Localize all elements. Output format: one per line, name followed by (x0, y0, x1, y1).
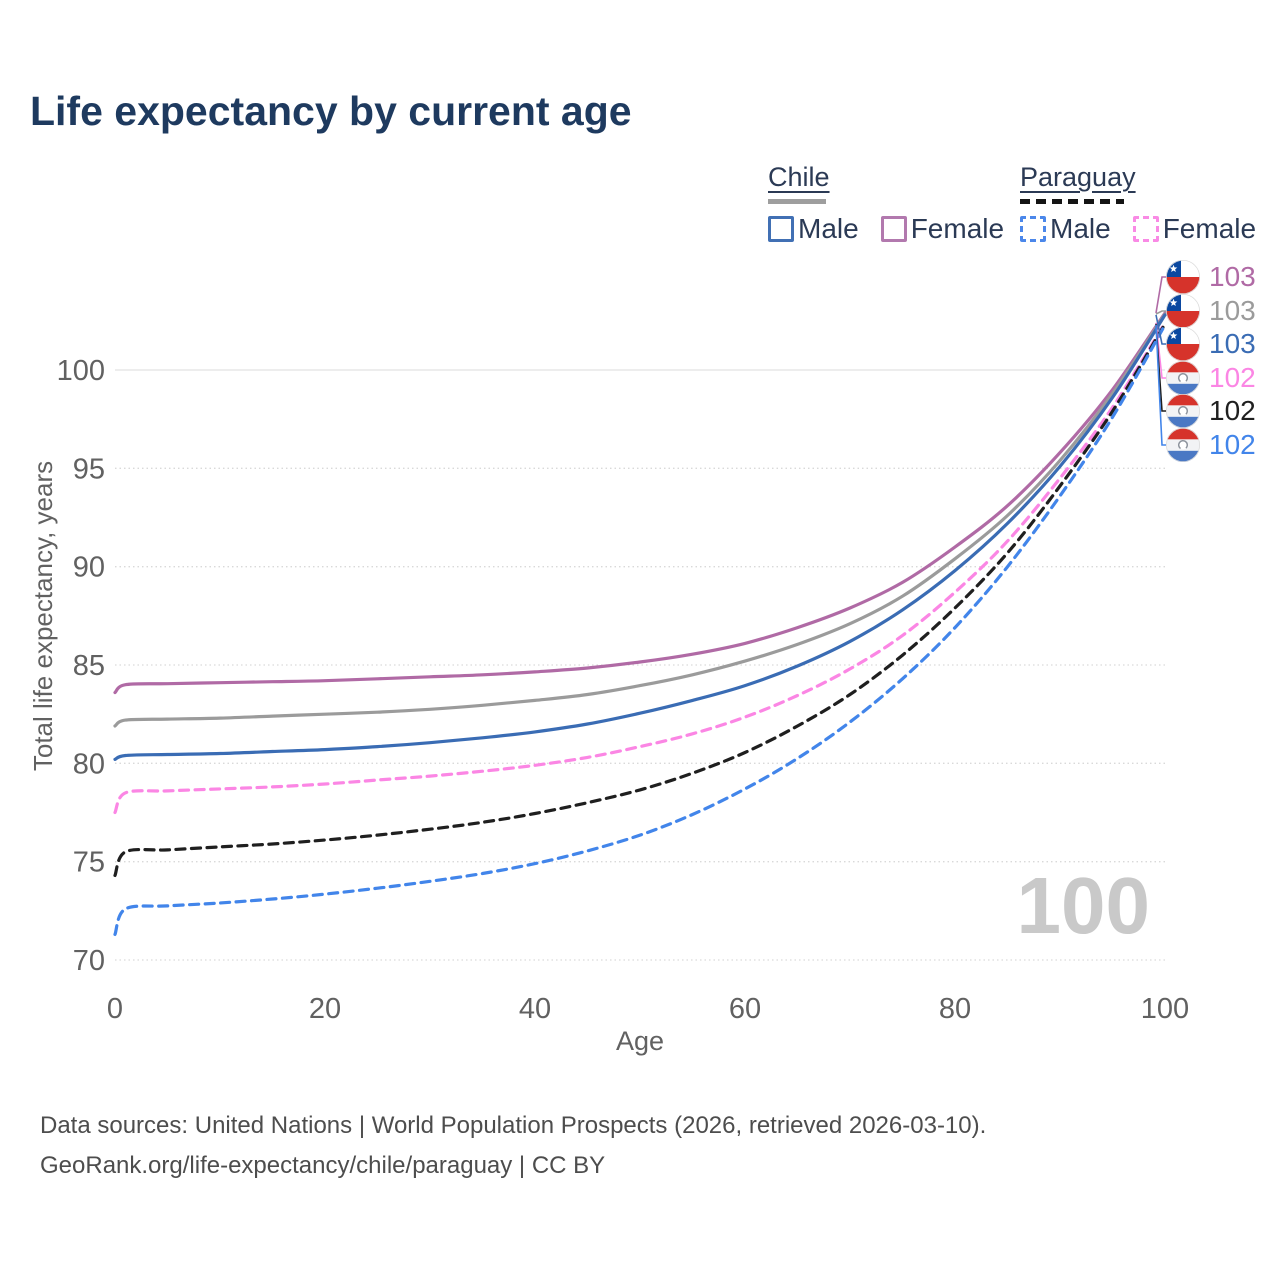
footer: Data sources: United Nations | World Pop… (40, 1106, 986, 1186)
paraguay-flag-icon (1166, 394, 1200, 428)
checkbox-paraguay-female[interactable] (1132, 216, 1159, 242)
x-tick-label: 20 (309, 993, 341, 1025)
legend-chile-male-label[interactable]: Male (798, 213, 859, 244)
end-label-chile-female: 103 (1166, 260, 1256, 294)
legend-group-paraguay: Paraguay Male Female (1020, 162, 1278, 245)
legend-chile-female-label[interactable]: Female (910, 213, 1005, 244)
end-label-chile-male: 103 (1166, 327, 1256, 361)
end-value: 103 (1209, 261, 1256, 292)
legend-chile-label[interactable]: Chile (768, 162, 830, 192)
data-sources-line: Data sources: United Nations | World Pop… (40, 1112, 987, 1139)
plot-area[interactable]: 70 75 80 85 90 95 100 0 20 40 60 80 100 (0, 0, 1280, 1080)
paraguay-flag-icon (1166, 361, 1200, 395)
x-axis-title: Age (615, 1026, 665, 1056)
chile-solid-line-swatch (768, 199, 826, 204)
y-tick-label: 85 (73, 650, 105, 682)
page-title: Life expectancy by current age (30, 88, 632, 134)
end-label-paraguay-female: 102 (1166, 361, 1256, 395)
series-line-paraguay-male[interactable] (113, 323, 1167, 937)
end-label-paraguay-both: 102 (1166, 394, 1256, 428)
end-value: 102 (1209, 362, 1256, 393)
y-tick-label: 75 (73, 847, 105, 879)
end-label-chile-both: 103 (1166, 294, 1256, 328)
y-tick-label: 95 (73, 453, 105, 485)
end-value: 102 (1209, 395, 1256, 426)
x-tick-label: 0 (107, 993, 123, 1025)
y-axis-title: Total life expectancy, years (28, 460, 58, 772)
chile-flag-icon (1166, 260, 1200, 294)
y-tick-label: 70 (73, 945, 105, 977)
legend-group-chile: Chile Male Female (768, 162, 1026, 245)
series-line-paraguay-female[interactable] (113, 321, 1167, 815)
legend-paraguay-label[interactable]: Paraguay (1020, 162, 1136, 192)
checkbox-paraguay-male[interactable] (1020, 216, 1046, 242)
end-value: 103 (1209, 295, 1256, 326)
x-tick-label: 80 (939, 993, 971, 1025)
series-line-chile-female[interactable] (113, 311, 1167, 695)
end-label-paraguay-male: 102 (1166, 428, 1256, 462)
x-tick-label: 40 (519, 993, 551, 1025)
checkbox-chile-male[interactable] (768, 216, 794, 242)
y-tick-label: 80 (73, 748, 105, 780)
chile-flag-icon (1166, 327, 1200, 361)
checkbox-chile-female[interactable] (880, 216, 907, 242)
paraguay-flag-icon (1166, 428, 1200, 462)
end-value: 102 (1209, 429, 1256, 460)
paraguay-dashed-line-swatch (1020, 199, 1124, 204)
series-line-chile-male[interactable] (113, 313, 1167, 761)
legend-paraguay-female-label[interactable]: Female (1162, 213, 1257, 244)
series-line-paraguay-both-sexes[interactable] (113, 322, 1167, 878)
age-indicator-watermark: 100 (1016, 861, 1150, 950)
y-tick-label: 90 (73, 552, 105, 584)
x-tick-label: 60 (729, 993, 761, 1025)
series-line-chile-both-sexes[interactable] (113, 312, 1167, 728)
y-tick-label: 100 (57, 355, 105, 387)
end-value: 103 (1209, 328, 1256, 359)
legend-paraguay-male-label[interactable]: Male (1050, 213, 1111, 244)
attribution-line: GeoRank.org/life-expectancy/chile/paragu… (40, 1152, 606, 1179)
x-tick-label: 100 (1141, 993, 1189, 1025)
chile-flag-icon (1166, 294, 1200, 328)
